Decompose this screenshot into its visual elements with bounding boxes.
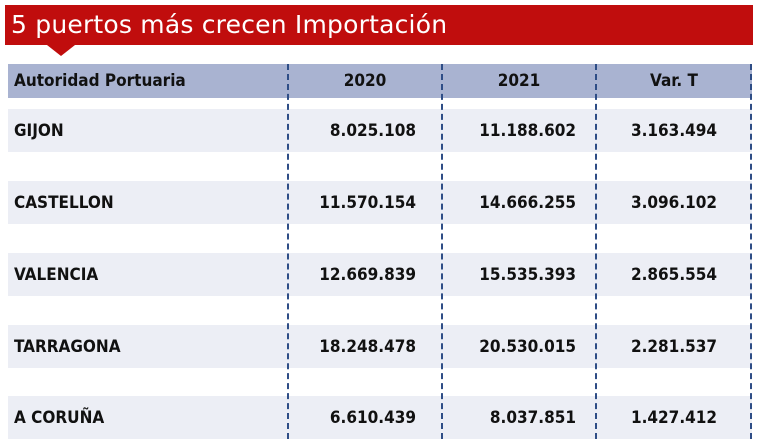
column-divider — [287, 64, 289, 439]
table-row: CASTELLON 11.570.154 14.666.255 3.096.10… — [8, 181, 752, 224]
value-2021: 15.535.393 — [479, 264, 576, 285]
table-row: A CORUÑA 6.610.439 8.037.851 1.427.412 — [8, 396, 752, 439]
column-divider — [441, 64, 443, 439]
header-var: Var. T — [650, 71, 698, 91]
port-name: TARRAGONA — [14, 336, 121, 357]
title-banner: 5 puertos más crecen Importación — [5, 5, 753, 45]
header-2021: 2021 — [497, 71, 541, 91]
port-name: VALENCIA — [14, 264, 99, 285]
value-2021: 20.530.015 — [479, 336, 576, 357]
table-row: GIJON 8.025.108 11.188.602 3.163.494 — [8, 109, 752, 152]
header-2020: 2020 — [343, 71, 387, 91]
column-divider — [750, 64, 752, 439]
value-2021: 11.188.602 — [479, 120, 576, 141]
table-row: VALENCIA 12.669.839 15.535.393 2.865.554 — [8, 253, 752, 296]
value-var: 1.427.412 — [630, 407, 718, 428]
value-2020: 18.248.478 — [319, 336, 416, 357]
value-var: 3.096.102 — [630, 192, 718, 213]
port-name: GIJON — [14, 120, 64, 141]
header-port: Autoridad Portuaria — [14, 71, 186, 91]
value-2020: 8.025.108 — [329, 120, 416, 141]
table-header-row: Autoridad Portuaria 2020 2021 Var. T — [8, 64, 752, 98]
value-2021: 14.666.255 — [479, 192, 576, 213]
value-var: 3.163.494 — [630, 120, 718, 141]
port-name: A CORUÑA — [14, 407, 105, 428]
value-var: 2.865.554 — [630, 264, 718, 285]
value-2020: 11.570.154 — [319, 192, 416, 213]
value-2021: 8.037.851 — [489, 407, 576, 428]
column-divider — [595, 64, 597, 439]
value-2020: 12.669.839 — [319, 264, 416, 285]
value-var: 2.281.537 — [630, 336, 718, 357]
banner-pointer — [47, 45, 75, 56]
port-name: CASTELLON — [14, 192, 114, 213]
value-2020: 6.610.439 — [329, 407, 416, 428]
table-row: TARRAGONA 18.248.478 20.530.015 2.281.53… — [8, 325, 752, 368]
